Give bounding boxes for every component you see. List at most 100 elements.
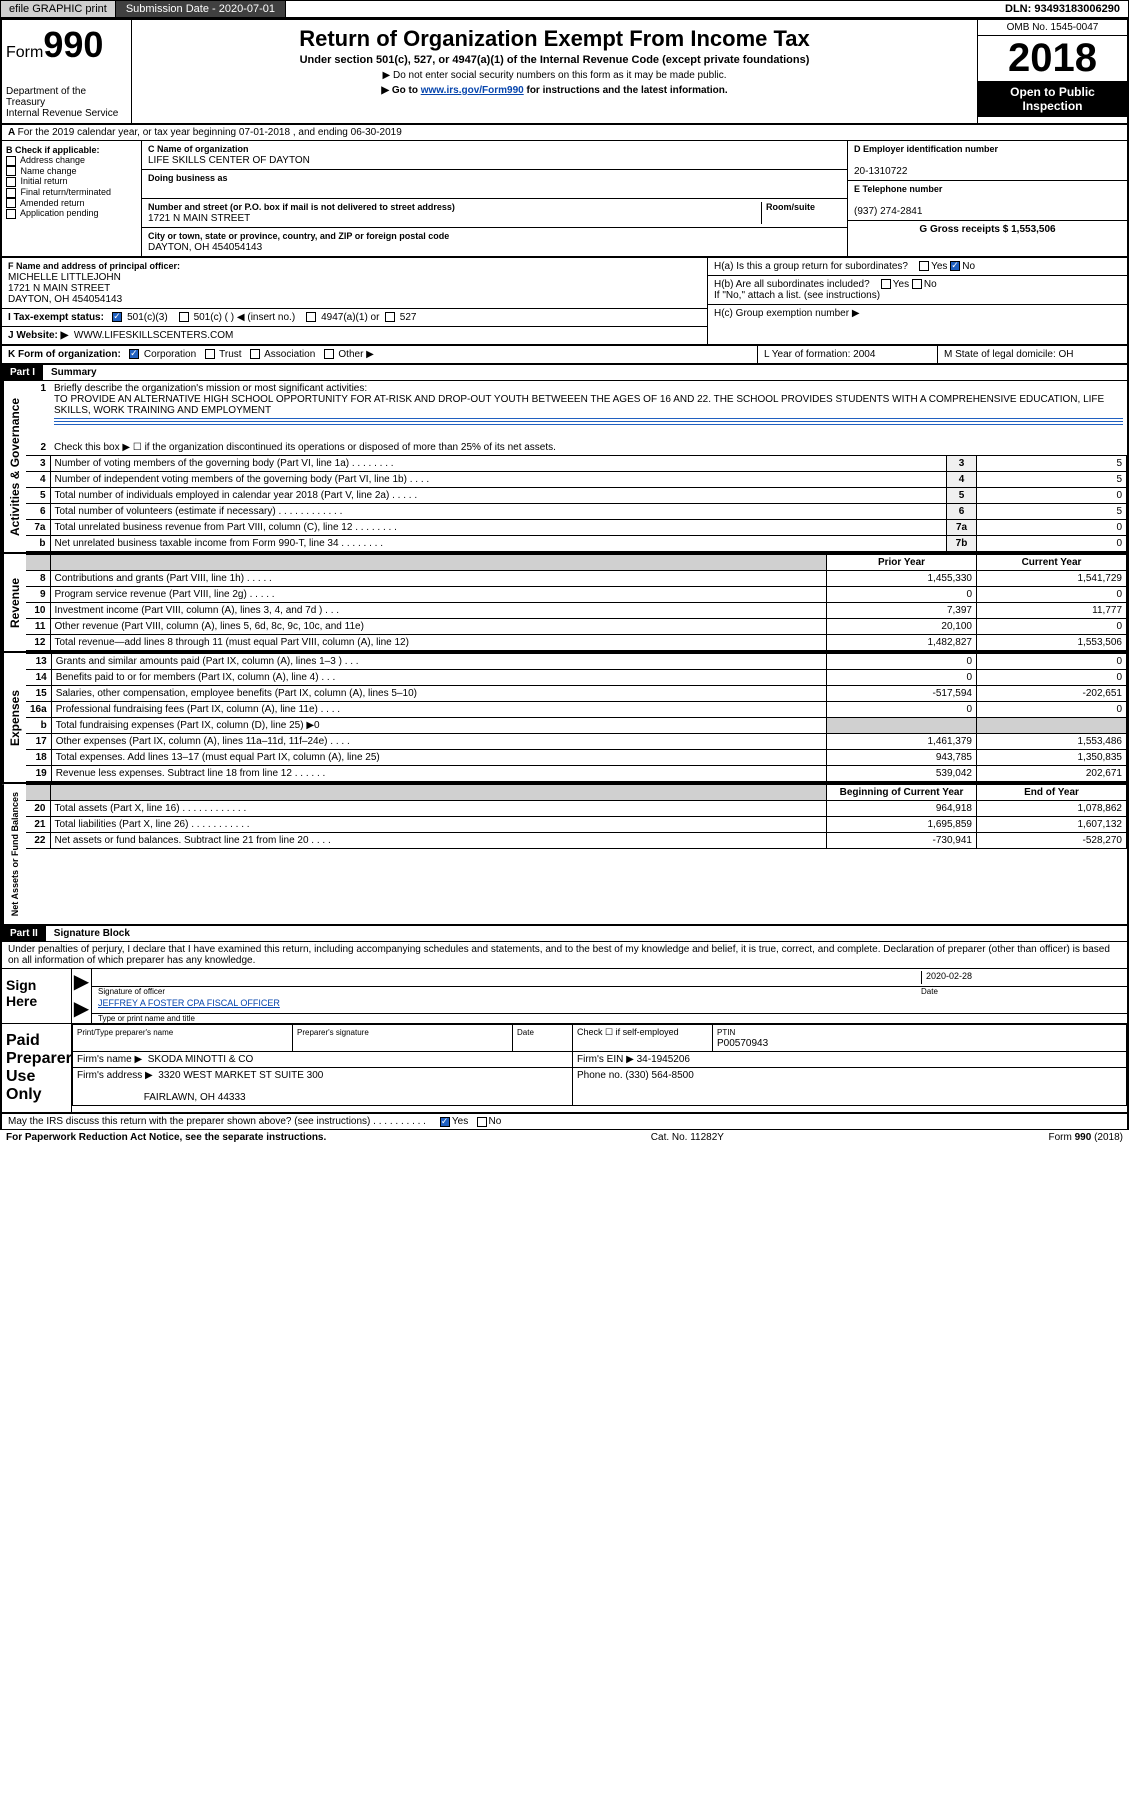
checkbox-4947[interactable] (306, 312, 316, 322)
submission-date[interactable]: Submission Date - 2020-07-01 (116, 1, 286, 17)
efile-label[interactable]: efile GRAPHIC print (1, 1, 116, 17)
vtab-revenue: Revenue (2, 554, 26, 651)
discuss-row: May the IRS discuss this return with the… (0, 1114, 1129, 1130)
officer-addr1: 1721 N MAIN STREET (8, 283, 110, 294)
ein-value: 20-1310722 (854, 166, 907, 177)
table-row: 12Total revenue—add lines 8 through 11 (… (26, 635, 1127, 651)
vtab-netassets: Net Assets or Fund Balances (2, 784, 26, 924)
revenue-section: Revenue Prior YearCurrent Year8Contribut… (0, 554, 1129, 653)
officer-signed-name[interactable]: JEFFREY A FOSTER CPA FISCAL OFFICER (98, 998, 280, 1008)
checkbox-527[interactable] (385, 312, 395, 322)
table-row: 15Salaries, other compensation, employee… (26, 686, 1127, 702)
checkbox-501c[interactable] (179, 312, 189, 322)
arrow-icon: ▶ (72, 996, 92, 1023)
table-row: 19Revenue less expenses. Subtract line 1… (26, 766, 1127, 782)
line-a: A For the 2019 calendar year, or tax yea… (0, 125, 1129, 141)
gross-receipts: G Gross receipts $ 1,553,506 (919, 224, 1055, 235)
org-city: DAYTON, OH 454054143 (148, 242, 262, 253)
table-row: 21Total liabilities (Part X, line 26) . … (26, 817, 1127, 833)
table-row: 11Other revenue (Part VIII, column (A), … (26, 619, 1127, 635)
page-footer: For Paperwork Reduction Act Notice, see … (0, 1130, 1129, 1145)
table-row: 4Number of independent voting members of… (26, 472, 1127, 488)
checkbox-option[interactable]: Name change (6, 166, 137, 177)
tax-year: 2018 (978, 36, 1127, 81)
irs-link[interactable]: www.irs.gov/Form990 (421, 85, 524, 96)
h-b: H(b) Are all subordinates included? Yes … (708, 276, 1127, 305)
dln: DLN: 93493183006290 (997, 1, 1128, 17)
table-row: 10Investment income (Part VIII, column (… (26, 603, 1127, 619)
discuss-yes[interactable] (440, 1117, 450, 1127)
table-row: 7aTotal unrelated business revenue from … (26, 520, 1127, 536)
open-inspection: Open to Public Inspection (978, 81, 1127, 117)
box-k: K Form of organization: Corporation Trus… (2, 346, 757, 363)
firm-ein: 34-1945206 (637, 1054, 690, 1065)
part2-header: Part IISignature Block (0, 926, 1129, 942)
topbar: efile GRAPHIC print Submission Date - 20… (0, 0, 1129, 18)
checkbox-option[interactable]: Final return/terminated (6, 187, 137, 198)
table-row: bNet unrelated business taxable income f… (26, 536, 1127, 552)
form-sub1: Under section 501(c), 527, or 4947(a)(1)… (140, 54, 969, 66)
dept-treasury: Department of the Treasury (6, 86, 127, 108)
form-header: Form990 Department of the Treasury Inter… (0, 18, 1129, 125)
table-row: 17Other expenses (Part IX, column (A), l… (26, 734, 1127, 750)
phone-label: E Telephone number (854, 184, 942, 194)
table-row: 16aProfessional fundraising fees (Part I… (26, 702, 1127, 718)
website-row: J Website: ▶ WWW.LIFESKILLSCENTERS.COM (2, 327, 707, 344)
checkbox-option[interactable]: Address change (6, 155, 137, 166)
box-b: B Check if applicable: Address change Na… (2, 141, 142, 256)
firm-name: SKODA MINOTTI & CO (148, 1054, 254, 1065)
table-row: 20Total assets (Part X, line 16) . . . .… (26, 801, 1127, 817)
checkbox-option[interactable]: Application pending (6, 208, 137, 219)
checkbox-option[interactable]: Amended return (6, 198, 137, 209)
sig-date: 2020-02-28 (921, 971, 1121, 984)
ein-label: D Employer identification number (854, 144, 998, 154)
section-klm: K Form of organization: Corporation Trus… (0, 346, 1129, 365)
checkbox-option[interactable]: Initial return (6, 176, 137, 187)
h-c: H(c) Group exemption number ▶ (708, 305, 1127, 322)
form-sub3: ▶ Go to www.irs.gov/Form990 for instruct… (140, 85, 969, 96)
table-row: 22Net assets or fund balances. Subtract … (26, 833, 1127, 849)
activities-governance: Activities & Governance 1Briefly describ… (0, 381, 1129, 554)
org-address: 1721 N MAIN STREET (148, 213, 250, 224)
org-name: LIFE SKILLS CENTER OF DAYTON (148, 155, 310, 166)
arrow-icon: ▶ (72, 969, 92, 996)
part1-header: Part ISummary (0, 365, 1129, 381)
section-fhijk: F Name and address of principal officer:… (0, 258, 1129, 346)
officer-addr2: DAYTON, OH 454054143 (8, 294, 122, 305)
vtab-governance: Activities & Governance (2, 381, 26, 552)
ptin-value: P00570943 (717, 1038, 768, 1049)
form-title: Return of Organization Exempt From Incom… (140, 26, 969, 52)
section-bcdefg: B Check if applicable: Address change Na… (0, 141, 1129, 258)
signature-block: Sign Here ▶ 2020-02-28 Signature of offi… (0, 969, 1129, 1114)
sign-here-label: Sign Here (2, 969, 72, 1023)
table-row: bTotal fundraising expenses (Part IX, co… (26, 718, 1127, 734)
officer-name: MICHELLE LITTLEJOHN (8, 272, 121, 283)
checkbox-501c3[interactable] (112, 312, 122, 322)
table-row: 5Total number of individuals employed in… (26, 488, 1127, 504)
box-l: L Year of formation: 2004 (757, 346, 937, 363)
website-value: WWW.LIFESKILLSCENTERS.COM (74, 330, 233, 341)
table-row: 13Grants and similar amounts paid (Part … (26, 654, 1127, 670)
irs-label: Internal Revenue Service (6, 108, 127, 119)
table-row: 14Benefits paid to or for members (Part … (26, 670, 1127, 686)
mission-text: TO PROVIDE AN ALTERNATIVE HIGH SCHOOL OP… (54, 394, 1104, 416)
declaration: Under penalties of perjury, I declare th… (0, 942, 1129, 969)
netassets-section: Net Assets or Fund Balances Beginning of… (0, 784, 1129, 926)
firm-addr1: 3320 WEST MARKET ST SUITE 300 (158, 1070, 323, 1081)
h-a: H(a) Is this a group return for subordin… (708, 258, 1127, 276)
vtab-expenses: Expenses (2, 653, 26, 782)
sig-officer-line[interactable] (98, 971, 921, 984)
paid-preparer-label: Paid Preparer Use Only (2, 1024, 72, 1112)
firm-phone: (330) 564-8500 (625, 1070, 693, 1081)
expenses-section: Expenses 13Grants and similar amounts pa… (0, 653, 1129, 784)
table-row: 8Contributions and grants (Part VIII, li… (26, 571, 1127, 587)
omb-number: OMB No. 1545-0047 (978, 20, 1127, 36)
form-sub2: ▶ Do not enter social security numbers o… (140, 70, 969, 81)
phone-value: (937) 274-2841 (854, 206, 922, 217)
form-number: Form990 (6, 24, 127, 66)
discuss-no[interactable] (477, 1117, 487, 1127)
table-row: 3Number of voting members of the governi… (26, 456, 1127, 472)
dba-label: Doing business as (148, 173, 228, 183)
box-m: M State of legal domicile: OH (937, 346, 1127, 363)
firm-addr2: FAIRLAWN, OH 44333 (144, 1092, 246, 1103)
